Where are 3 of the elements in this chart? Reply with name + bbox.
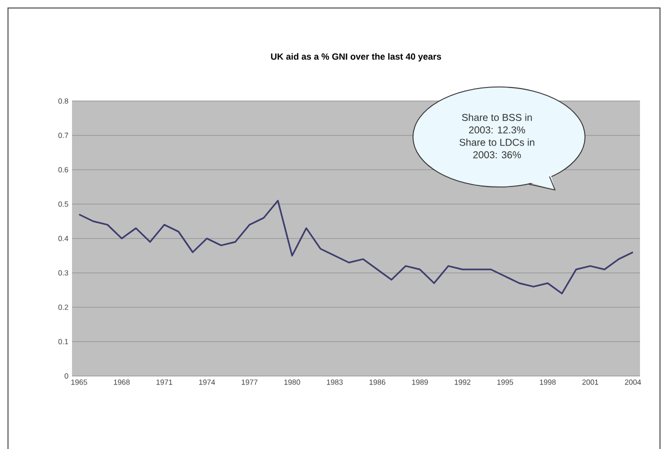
annotation: Share to LDCs in 2003: 36% bbox=[460, 138, 534, 158]
annotation: Share to BSS in 2003: 12.3% bbox=[462, 114, 532, 134]
chart-title: UK aid as a % GNI over the last 40 years bbox=[271, 53, 442, 62]
